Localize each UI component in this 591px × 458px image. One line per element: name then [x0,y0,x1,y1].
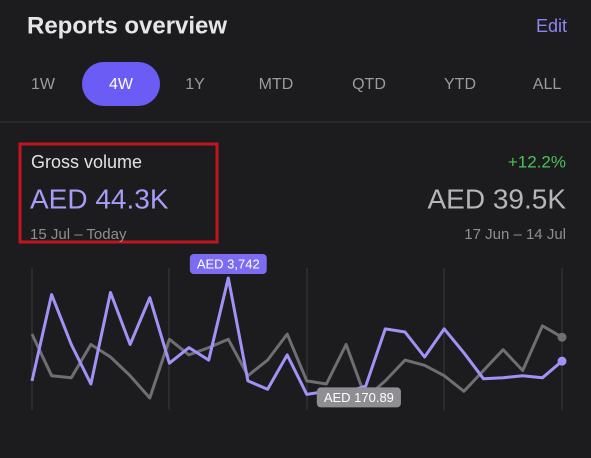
current-period: 15 Jul – Today [30,226,127,243]
tab[interactable]: MTD [259,76,294,93]
page-title: Reports overview [27,12,227,39]
tab[interactable]: ALL [533,76,562,93]
end-dot [557,332,567,342]
annotation: AED 3,742 [189,254,267,274]
highlight-box [18,142,219,244]
annotation-label: AED 3,742 [197,256,260,271]
current-value: AED 44.3K [30,183,169,214]
tab[interactable]: YTD [444,76,476,93]
previous-period: 17 Jun – 14 Jul [464,226,566,243]
tab[interactable]: QTD [352,76,386,93]
annotation: AED 170.89 [316,387,401,408]
annotation-pill [189,254,267,274]
previous-value: AED 39.5K [427,183,566,214]
series-line [30,324,563,400]
chart: AED 3,742 AED 170.89 [30,254,567,410]
series-line [30,276,563,396]
end-dot [557,356,567,366]
metric-name: Gross volume [31,152,142,172]
tab[interactable]: 4W [109,76,134,93]
range-tabs: 1W 4W 1Y MTD QTD YTD ALL [31,62,561,106]
annotation-label: AED 170.89 [324,390,394,405]
tab[interactable]: 1Y [185,76,205,93]
edit-button[interactable]: Edit [536,16,567,36]
annotation-pill [316,387,401,408]
tab[interactable]: 1W [31,76,56,93]
tab-selected [82,62,160,106]
change: +12.2% [508,152,566,171]
